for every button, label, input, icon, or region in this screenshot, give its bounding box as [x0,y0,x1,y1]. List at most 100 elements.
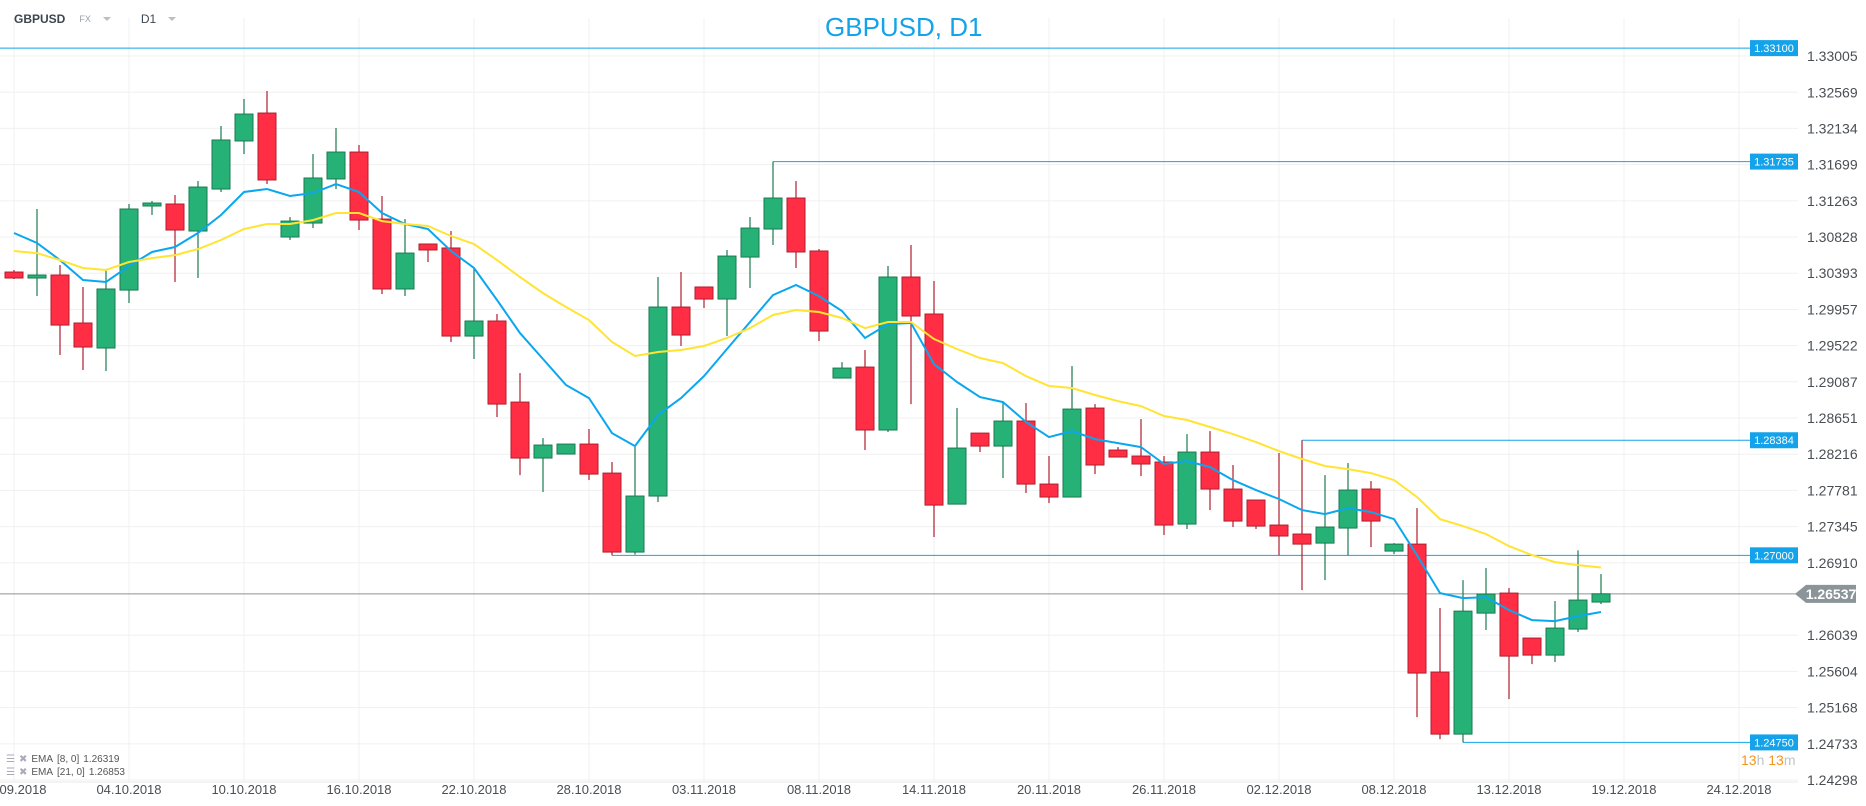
candle-bearish[interactable] [487,314,507,418]
candle-bearish[interactable] [1085,404,1105,475]
candle-bullish[interactable] [878,266,898,433]
candle-bullish[interactable] [763,161,783,246]
candle-bearish[interactable] [1430,608,1450,740]
candle-bearish[interactable] [1292,440,1312,591]
close-icon[interactable]: ✖ [18,767,28,778]
candle-bullish[interactable] [142,201,162,215]
candle-bullish[interactable] [648,277,668,503]
candle-bearish[interactable] [1407,508,1427,718]
indicator-legend: ☰ ✖ EMA [8, 0] 1.26319 ☰ ✖ EMA [21, 0] 1… [6,753,125,779]
price-level-label: 1.33100 [1754,43,1794,55]
y-tick-label: 1.30393 [1807,265,1858,281]
settings-icon[interactable]: ☰ [6,767,15,778]
candle-bearish[interactable] [1223,465,1243,528]
candle-bullish[interactable] [1545,601,1565,663]
candle-body [487,320,507,405]
candle-bullish[interactable] [625,447,645,555]
candle-bearish[interactable] [970,432,990,453]
candle-bearish[interactable] [4,270,24,280]
candle-bearish[interactable] [349,144,369,231]
x-tick-label: 14.11.2018 [902,782,966,797]
y-tick-label: 1.30828 [1807,229,1858,245]
timeframe-chevron-down-icon[interactable] [168,17,177,21]
legend-params: [8, 0] [57,754,80,765]
candle-bullish[interactable] [326,128,346,190]
candle-bullish[interactable] [1177,434,1197,530]
candle-bearish[interactable] [1269,453,1289,556]
timer-hours-unit: h [1756,752,1765,768]
close-icon[interactable]: ✖ [18,754,28,765]
candle-bullish[interactable] [993,403,1013,479]
y-tick-label: 1.31263 [1807,193,1858,209]
settings-icon[interactable]: ☰ [6,754,15,765]
candle-bullish[interactable] [533,438,553,493]
candle-bearish[interactable] [924,281,944,538]
candle-countdown: 13h 13m [1741,752,1796,768]
candle-bullish[interactable] [947,408,967,505]
candle-bullish[interactable] [1453,580,1473,743]
candle-body [648,306,668,497]
candle-body [510,401,530,459]
candle-bullish[interactable] [1476,568,1496,631]
candle-bullish[interactable] [717,249,737,337]
candle-bullish[interactable] [211,126,231,193]
candle-bullish[interactable] [395,219,415,297]
candle-bullish[interactable] [1384,543,1404,555]
candle-body [878,276,898,431]
y-tick-label: 1.24298 [1807,772,1858,788]
candle-body [901,276,921,317]
candle-bullish[interactable] [280,217,300,241]
x-tick-label: 28.10.2018 [556,782,621,797]
candle-bearish[interactable] [372,196,392,295]
y-tick-label: 1.32569 [1807,84,1858,100]
x-tick-label: 13.12.2018 [1476,782,1541,797]
legend-item-ema8: ☰ ✖ EMA [8, 0] 1.26319 [6,753,125,766]
candle-bearish[interactable] [1499,588,1519,700]
candle-body [349,151,369,221]
candle-bullish[interactable] [303,154,323,229]
candle-body [234,113,254,142]
candle-body [1522,637,1542,656]
candle-bearish[interactable] [1154,456,1174,536]
candle-bearish[interactable] [786,181,806,269]
candle-bullish[interactable] [1568,550,1588,633]
candle-bearish[interactable] [1200,431,1220,511]
candle-bullish[interactable] [1315,475,1335,581]
candle-bullish[interactable] [740,217,760,288]
candle-bearish[interactable] [579,429,599,481]
ema21-line [13,212,1602,569]
candle-bearish[interactable] [671,272,691,347]
candle-bearish[interactable] [73,286,93,371]
timeframe-selector[interactable]: D1 [140,12,157,26]
candle-body [27,274,47,279]
candle-bearish[interactable] [441,231,461,343]
candle-bearish[interactable] [1246,499,1266,530]
candle-bearish[interactable] [1108,447,1128,458]
candle-bullish[interactable] [1591,574,1611,605]
candle-bullish[interactable] [188,181,208,279]
candle-bullish[interactable] [96,270,116,372]
candle-body [533,444,553,459]
symbol-chevron-down-icon[interactable] [102,17,111,21]
candle-bearish[interactable] [257,91,277,185]
candle-bullish[interactable] [234,98,254,155]
candle-body [1453,610,1473,735]
candle-bullish[interactable] [556,443,576,455]
symbol-selector[interactable]: GBPUSD [14,12,66,26]
candle-bearish[interactable] [855,350,875,451]
candle-bearish[interactable] [50,265,70,356]
candle-bearish[interactable] [1522,637,1542,665]
candle-bullish[interactable] [832,362,852,379]
candle-bearish[interactable] [602,462,622,556]
timer-hours: 13 [1741,752,1757,768]
candle-bullish[interactable] [119,204,139,304]
y-tick-label: 1.28651 [1807,410,1858,426]
candle-bearish[interactable] [694,286,714,309]
candle-bearish[interactable] [1039,456,1059,504]
candle-bearish[interactable] [165,195,185,283]
candle-bullish[interactable] [464,268,484,360]
candle-bearish[interactable] [418,243,438,263]
x-tick-label: 08.12.2018 [1361,782,1426,797]
candle-bearish[interactable] [510,373,530,476]
